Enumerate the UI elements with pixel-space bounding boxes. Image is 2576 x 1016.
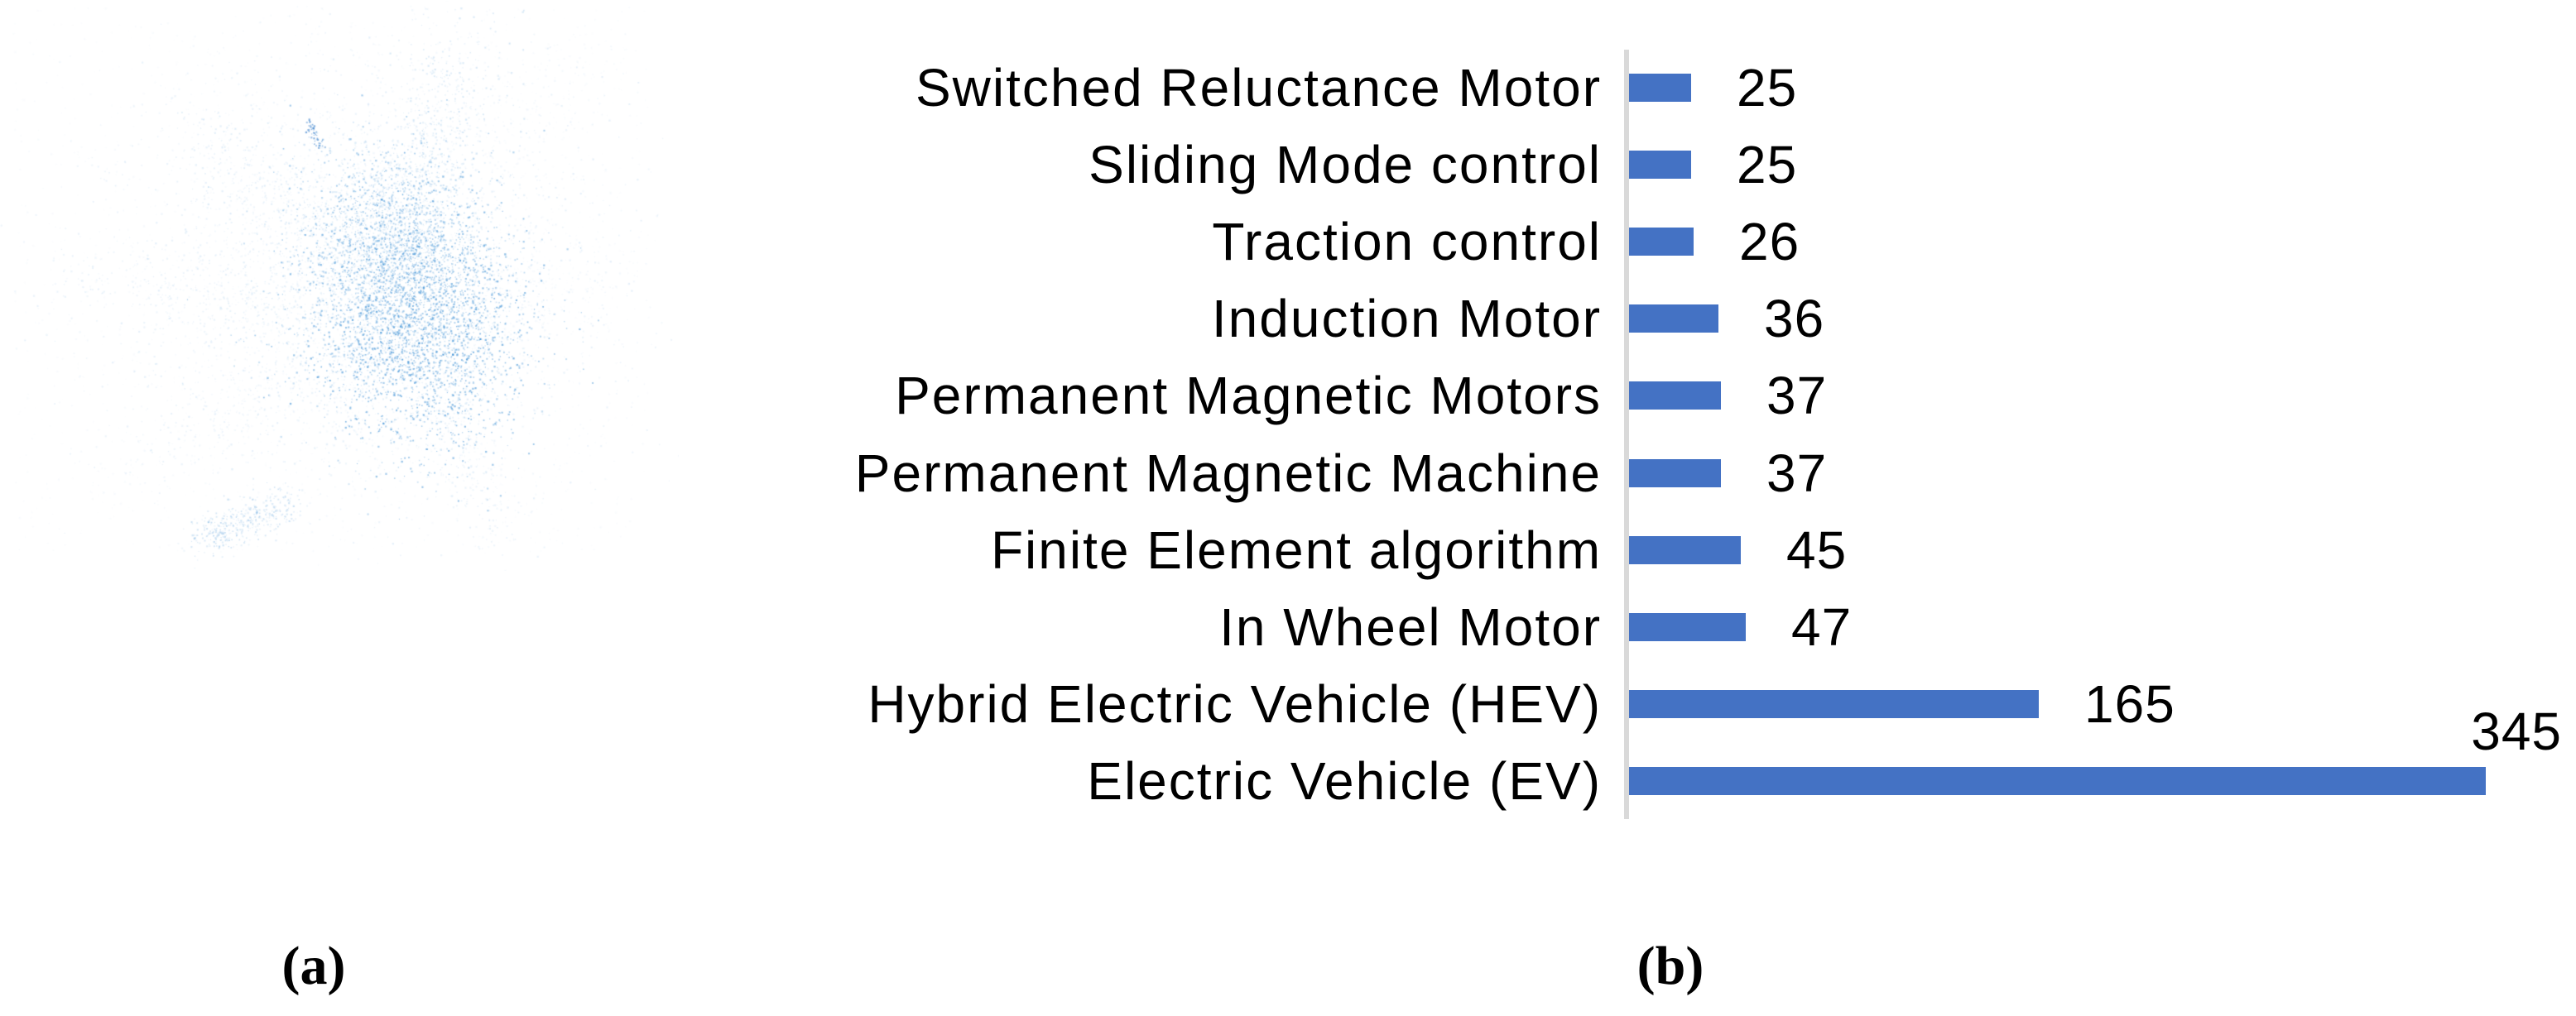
value-label: 165 <box>2084 674 2175 735</box>
category-label: Traction control <box>1212 211 1602 271</box>
value-label: 25 <box>1737 57 1798 117</box>
category-axis-line <box>1624 50 1629 819</box>
bar <box>1629 227 1694 256</box>
bar <box>1629 612 1746 641</box>
value-label: 26 <box>1739 211 1800 271</box>
value-label: 37 <box>1766 443 1828 503</box>
panel-b-caption: (b) <box>1636 936 1704 996</box>
category-label: In Wheel Motor <box>1219 597 1602 657</box>
keyword-density-scatter <box>0 0 679 571</box>
value-label: 47 <box>1791 597 1853 657</box>
bar <box>1629 690 2039 719</box>
bar <box>1629 150 1691 179</box>
category-label: Finite Element algorithm <box>990 520 1602 580</box>
bar <box>1629 73 1691 102</box>
value-label: 36 <box>1764 289 1825 349</box>
category-label: Permanent Magnetic Motors <box>895 366 1602 426</box>
category-label: Permanent Magnetic Machine <box>854 443 1602 503</box>
bar <box>1629 535 1741 564</box>
panel-a-caption: (a) <box>281 936 346 996</box>
category-label: Sliding Mode control <box>1089 134 1602 194</box>
bar <box>1629 767 2486 796</box>
bar <box>1629 304 1718 333</box>
bar <box>1629 458 1721 487</box>
bar <box>1629 381 1721 410</box>
category-label: Induction Motor <box>1211 289 1602 349</box>
category-label: Electric Vehicle (EV) <box>1087 751 1602 812</box>
value-label: 345 <box>2471 702 2562 761</box>
category-label: Hybrid Electric Vehicle (HEV) <box>867 674 1602 735</box>
value-label: 25 <box>1737 134 1798 194</box>
value-label: 45 <box>1786 520 1848 580</box>
value-label: 37 <box>1766 366 1828 426</box>
category-label: Switched Reluctance Motor <box>915 57 1602 117</box>
